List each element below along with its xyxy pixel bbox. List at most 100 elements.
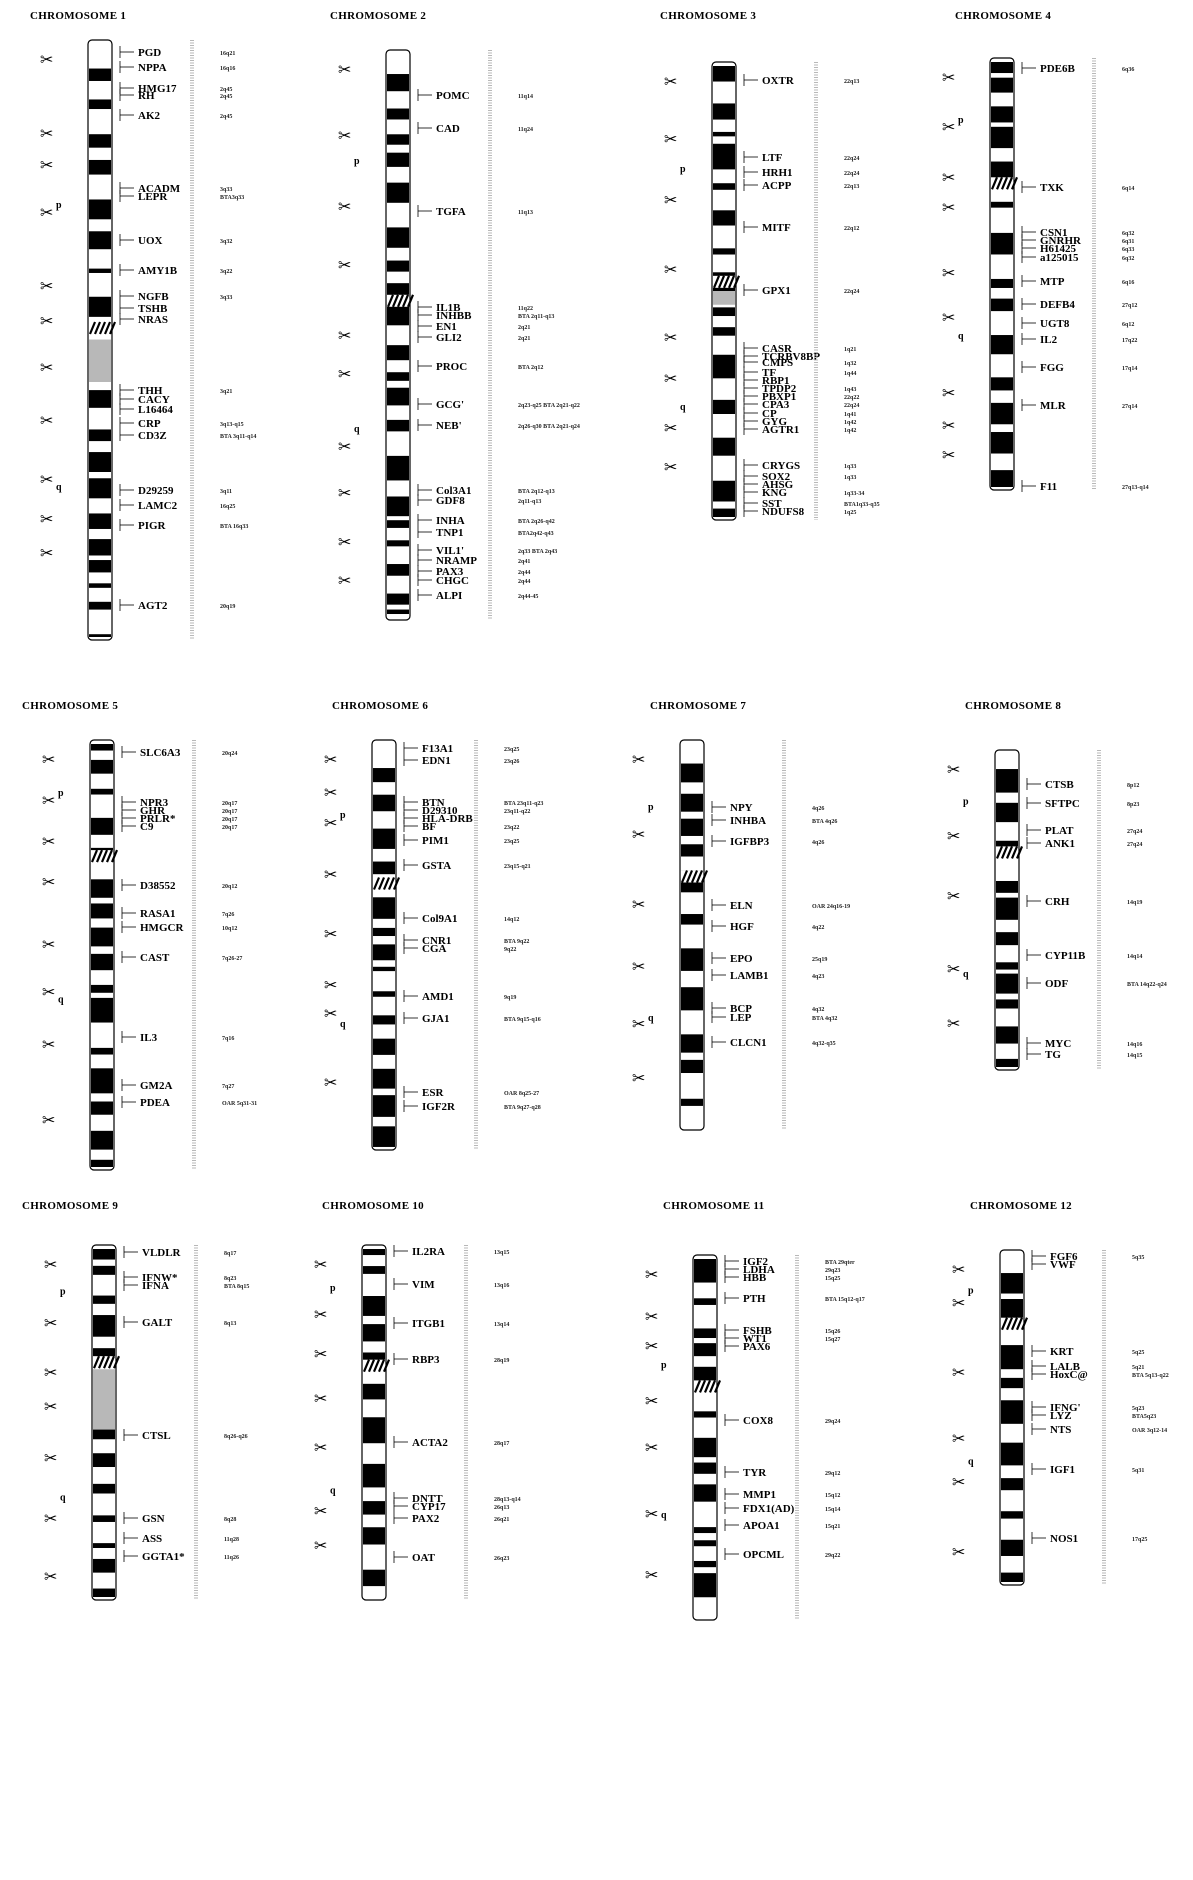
scissors-icon: ✂ — [952, 1294, 965, 1313]
chromosome-band — [373, 1038, 395, 1055]
scissors-icon: ✂ — [314, 1536, 327, 1555]
gene-location: 16q16 — [220, 66, 235, 72]
centromere-hatch — [92, 1355, 101, 1369]
gene-label: INHBB — [436, 310, 472, 322]
chromosome-panel-1: CHROMOSOME 1 p q ✂ ✂ ✂ ✂ ✂ ✂ ✂ ✂ ✂ ✂ ✂ PGD 16q21 NPPA 16q… — [30, 10, 320, 641]
gene-label: IFNA — [142, 1280, 169, 1292]
arm-label-p: p — [56, 200, 62, 211]
scissors-icon: ✂ — [324, 1004, 337, 1023]
gene-label: FSHB — [743, 1325, 772, 1337]
gene-location: 22q13 — [844, 79, 859, 85]
chromosome-band — [93, 1453, 115, 1468]
gene-location: BTA 29qter — [825, 1260, 855, 1266]
gene-label: DEFB4 — [1040, 299, 1075, 311]
centromere-hatch — [703, 1379, 712, 1393]
gene-label: GDF8 — [436, 495, 465, 507]
chromosome-band — [681, 987, 703, 1011]
gene-location: BTA 2q12 — [518, 365, 543, 371]
chromosome-band — [91, 984, 113, 993]
chromosome-band — [1001, 1400, 1023, 1424]
gene-label: PAX6 — [743, 1341, 771, 1353]
gene-label: RBP3 — [412, 1354, 440, 1366]
chromosome-outline — [989, 57, 1015, 491]
gene-location: 28q19 — [494, 1358, 509, 1364]
chromosome-band — [89, 560, 111, 573]
chromosome-band — [91, 879, 113, 898]
gene-label: CRH — [1045, 896, 1070, 908]
chromosome-title: CHROMOSOME 6 — [332, 700, 429, 712]
chromosome-panel-12: CHROMOSOME 12 p q ✂ ✂ ✂ ✂ ✂ ✂ FGF6 5q35 VWF KRT 5q25 L… — [952, 1200, 1193, 1760]
gene-label: GM2A — [140, 1080, 172, 1092]
gene-label: VLDLR — [142, 1247, 182, 1259]
gene-location: 26q21 — [494, 1517, 509, 1523]
gene-location: BTA 9q27-q28 — [504, 1105, 541, 1111]
heterochromatin-region — [93, 1369, 115, 1430]
chromosome-band — [91, 788, 113, 795]
gene-label: CASR — [762, 343, 793, 355]
gene-label: MYC — [1045, 1038, 1071, 1050]
gene-location: 26q13 — [494, 1505, 509, 1511]
chromosome-band — [991, 201, 1013, 208]
chromosome-band — [89, 452, 111, 472]
gene-location: 29q23 — [825, 1268, 840, 1274]
chromosome-band — [89, 634, 111, 637]
chromosome-panel-9: CHROMOSOME 9 p q ✂ ✂ ✂ ✂ ✂ ✂ ✂ VLDLR 8q17 IFNW* 8q23 I… — [22, 1200, 312, 1760]
gene-label: AK2 — [138, 110, 161, 122]
centromere-hatch — [102, 1355, 111, 1369]
centromere-hatch — [387, 877, 396, 890]
chromosome-band — [713, 307, 735, 317]
gene-label: NRAS — [138, 314, 168, 326]
gene-location: 14q12 — [504, 917, 519, 923]
gene-location: 8q26-q26 — [224, 1434, 248, 1440]
gene-location: 22q24 — [844, 171, 859, 177]
gene-location: 4q32 — [812, 1007, 824, 1013]
scissors-icon: ✂ — [40, 277, 53, 296]
gene-location: 2q26-q30 BTA 2q21-q24 — [518, 424, 580, 430]
scissors-icon: ✂ — [338, 437, 351, 456]
gene-label: OAT — [412, 1552, 436, 1564]
chromosome-band — [387, 74, 409, 92]
chromosome-band — [89, 68, 111, 81]
chromosome-title: CHROMOSOME 2 — [330, 10, 427, 22]
gene-label: L16464 — [138, 404, 173, 416]
gene-location: 3q33 — [220, 187, 232, 193]
scissors-icon: ✂ — [664, 418, 677, 437]
gene-label: PDE6B — [1040, 63, 1076, 75]
gene-label: GALT — [142, 1317, 173, 1329]
arm-label-p: p — [661, 1360, 667, 1371]
scissors-icon: ✂ — [338, 326, 351, 345]
chromosome-band — [89, 583, 111, 588]
centromere-hatch — [88, 321, 97, 335]
chromosome-band — [93, 1543, 115, 1548]
chromosome-band — [991, 470, 1013, 487]
gene-location: 3q11 — [220, 489, 232, 495]
centromere-hatch — [100, 849, 109, 863]
chromosome-band — [93, 1515, 115, 1522]
scissors-icon: ✂ — [40, 156, 53, 175]
chromosome-band — [991, 77, 1013, 93]
scissors-icon: ✂ — [42, 935, 55, 954]
gene-label: VWF — [1050, 1259, 1076, 1271]
gene-location: 6q33 — [1122, 247, 1134, 253]
gene-location: 1q33 — [844, 464, 856, 470]
gene-location: 7q26 — [222, 912, 234, 918]
gene-location: 5q31 — [1132, 1468, 1144, 1474]
chromosome-band — [89, 390, 111, 408]
arm-label-p: p — [58, 788, 64, 799]
gene-location: 1q44 — [844, 371, 856, 377]
gene-location: 27q24 — [1127, 842, 1142, 848]
scissors-icon: ✂ — [44, 1397, 57, 1416]
scissors-icon: ✂ — [632, 825, 645, 844]
chromosome-band — [694, 1298, 716, 1305]
gene-label: IFNW* — [142, 1272, 178, 1284]
gene-label: IL3 — [140, 1032, 158, 1044]
gene-location: 4q22 — [812, 925, 824, 931]
gene-label: PLAT — [1045, 825, 1074, 837]
scissors-icon: ✂ — [314, 1345, 327, 1364]
gene-label: F11 — [1040, 481, 1057, 493]
arm-label-q: q — [330, 1486, 336, 1497]
centromere-hatch — [382, 877, 391, 890]
scissors-icon: ✂ — [314, 1502, 327, 1521]
